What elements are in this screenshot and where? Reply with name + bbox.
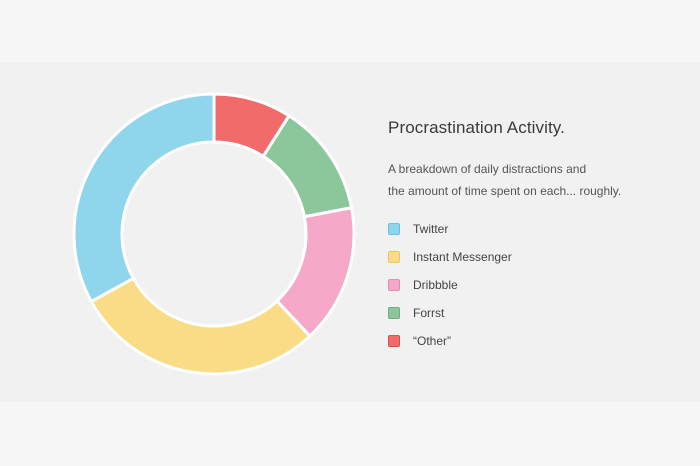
legend-swatch — [388, 251, 400, 263]
legend-item-other: “Other” — [388, 327, 688, 355]
slice-twitter — [72, 92, 216, 303]
legend-label: Forrst — [413, 306, 445, 320]
legend-label: Instant Messenger — [413, 250, 512, 264]
legend-swatch — [388, 307, 400, 319]
legend-swatch — [388, 223, 400, 235]
legend-item-forrst: Forrst — [388, 299, 688, 327]
legend-swatch — [388, 279, 400, 291]
subtitle-line-1: A breakdown of daily distractions and — [388, 162, 587, 176]
donut-chart-svg — [72, 92, 356, 376]
legend-item-dribbble: Dribbble — [388, 271, 688, 299]
legend-item-twitter: Twitter — [388, 215, 688, 243]
chart-subtitle: A breakdown of daily distractions and th… — [388, 158, 688, 202]
legend: Twitter Instant Messenger Dribbble Forrst “O… — [388, 215, 688, 355]
legend-panel: Procrastination Activity. A breakdown of… — [388, 118, 688, 355]
legend-label: Twitter — [413, 222, 449, 236]
slice-instant-messenger — [89, 276, 312, 376]
chart-title: Procrastination Activity. — [388, 118, 565, 137]
legend-label: Dribbble — [413, 278, 458, 292]
legend-swatch — [388, 335, 400, 347]
subtitle-line-2: the amount of time spent on each... roug… — [388, 184, 622, 198]
legend-item-instant-messenger: Instant Messenger — [388, 243, 688, 271]
legend-label: “Other” — [413, 334, 452, 348]
donut-chart — [62, 82, 366, 386]
